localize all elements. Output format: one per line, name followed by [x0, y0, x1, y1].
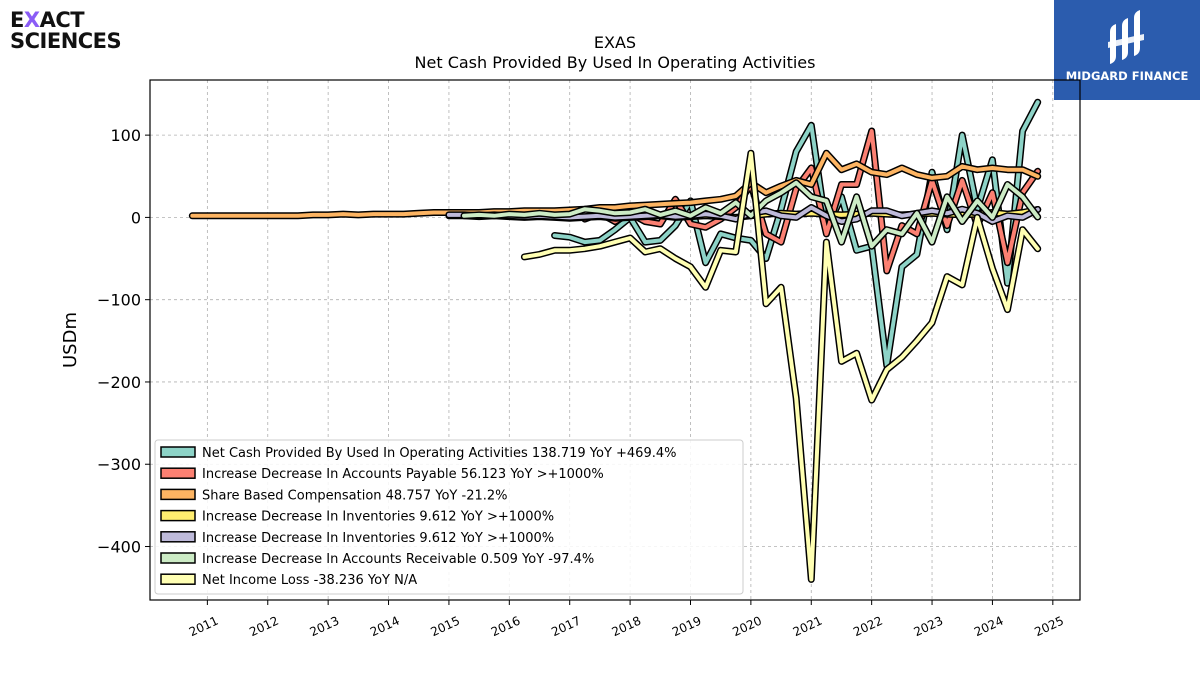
x-tick-label: 2020 [730, 614, 764, 640]
legend: Net Cash Provided By Used In Operating A… [154, 439, 744, 595]
x-tick-label: 2023 [912, 614, 946, 640]
y-tick-label: 100 [110, 126, 141, 145]
exact-sciences-logo: EXACT SCIENCES [10, 8, 122, 53]
series-line [190, 151, 1040, 218]
series-2 [581, 127, 1042, 275]
x-tick-label: 2022 [851, 614, 885, 640]
x-tick-label: 2015 [428, 614, 462, 640]
y-tick-label: −200 [97, 373, 141, 392]
legend-label: Net Income Loss -38.236 YoY N/A [202, 573, 417, 588]
series-line [582, 129, 1040, 273]
y-tick-label: 0 [131, 208, 141, 227]
legend-swatch [160, 531, 196, 543]
logo-line-1: EXACT [10, 8, 85, 32]
legend-box [154, 439, 744, 595]
legend-swatch [160, 552, 196, 564]
legend-label: Net Cash Provided By Used In Operating A… [202, 446, 676, 461]
x-tick-label: 2019 [670, 614, 704, 640]
x-tick-label: 2018 [610, 614, 644, 640]
series-line [462, 180, 1040, 249]
legend-swatch [160, 446, 196, 458]
legend-label: Increase Decrease In Accounts Payable 56… [202, 467, 604, 482]
chart-subtitle: Net Cash Provided By Used In Operating A… [415, 53, 816, 72]
legend-label: Increase Decrease In Inventories 9.612 Y… [202, 531, 554, 546]
series-layer [188, 98, 1042, 583]
midgard-finance-logo: MIDGARD FINANCE [1054, 0, 1200, 100]
x-tick-label: 2012 [247, 614, 281, 640]
logo-line-2: SCIENCES [10, 29, 122, 53]
legend-label: Increase Decrease In Inventories 9.612 Y… [202, 510, 554, 525]
x-tick-label: 2025 [1032, 614, 1066, 640]
series-1 [551, 98, 1042, 369]
chart-title: EXAS [594, 33, 636, 52]
series-line [552, 100, 1040, 368]
x-tick-label: 2014 [368, 614, 402, 640]
x-tick-label: 2024 [972, 614, 1006, 640]
midgard-mark-icon [1108, 10, 1144, 64]
x-tick-label: 2013 [308, 614, 342, 640]
y-tick-label: −300 [97, 455, 141, 474]
x-tick-label: 2011 [187, 614, 221, 640]
x-tick-label: 2021 [791, 614, 825, 640]
y-tick-label: −100 [97, 291, 141, 310]
legend-swatch [160, 488, 196, 501]
legend-swatch [160, 573, 196, 585]
legend-swatch [160, 467, 196, 479]
legend-swatch [160, 509, 196, 522]
series-3 [188, 149, 1042, 220]
legend-label: Increase Decrease In Accounts Receivable… [202, 552, 594, 567]
y-axis-label: USDm [60, 312, 81, 368]
series-line [522, 151, 1040, 582]
series-6 [460, 179, 1042, 250]
partner-name: MIDGARD FINANCE [1065, 69, 1189, 83]
y-tick-label: −400 [97, 538, 141, 557]
x-tick-label: 2016 [489, 614, 523, 640]
legend-label: Share Based Compensation 48.757 YoY -21.… [202, 488, 508, 503]
plot-frame [149, 79, 1081, 601]
x-tick-label: 2017 [549, 614, 583, 640]
series-7 [520, 149, 1042, 583]
